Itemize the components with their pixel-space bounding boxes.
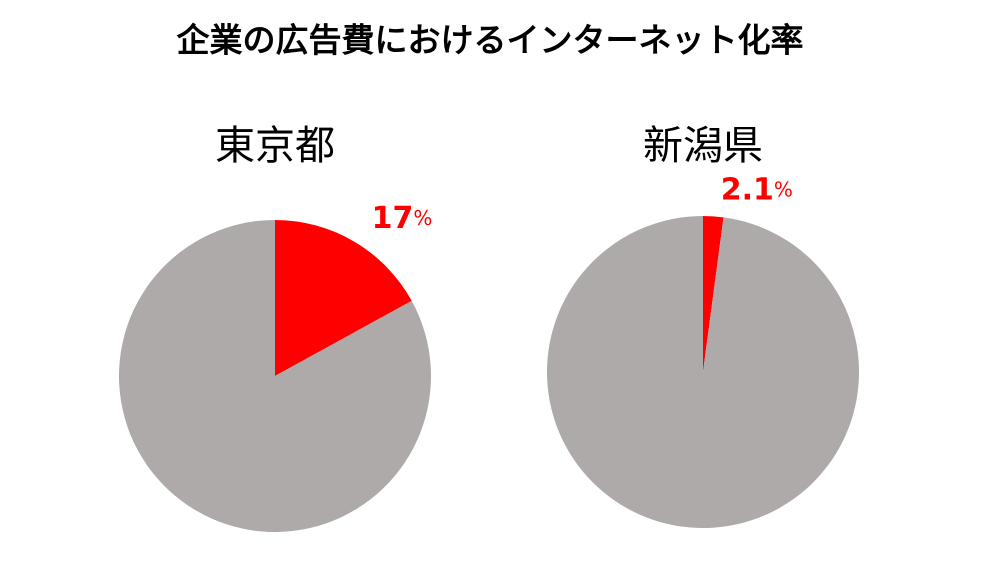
- pie-title: 東京都: [215, 123, 335, 169]
- pie-slice: [118, 220, 432, 532]
- pie-title: 新潟県: [643, 123, 763, 169]
- data-label: 2.1%: [721, 172, 793, 207]
- data-label: 17%: [372, 200, 433, 235]
- pie-slice: [703, 216, 724, 372]
- pie-slice: [275, 220, 412, 376]
- pie-slice: [547, 216, 860, 528]
- page-title: 企業の広告費におけるインターネット化率: [177, 21, 804, 60]
